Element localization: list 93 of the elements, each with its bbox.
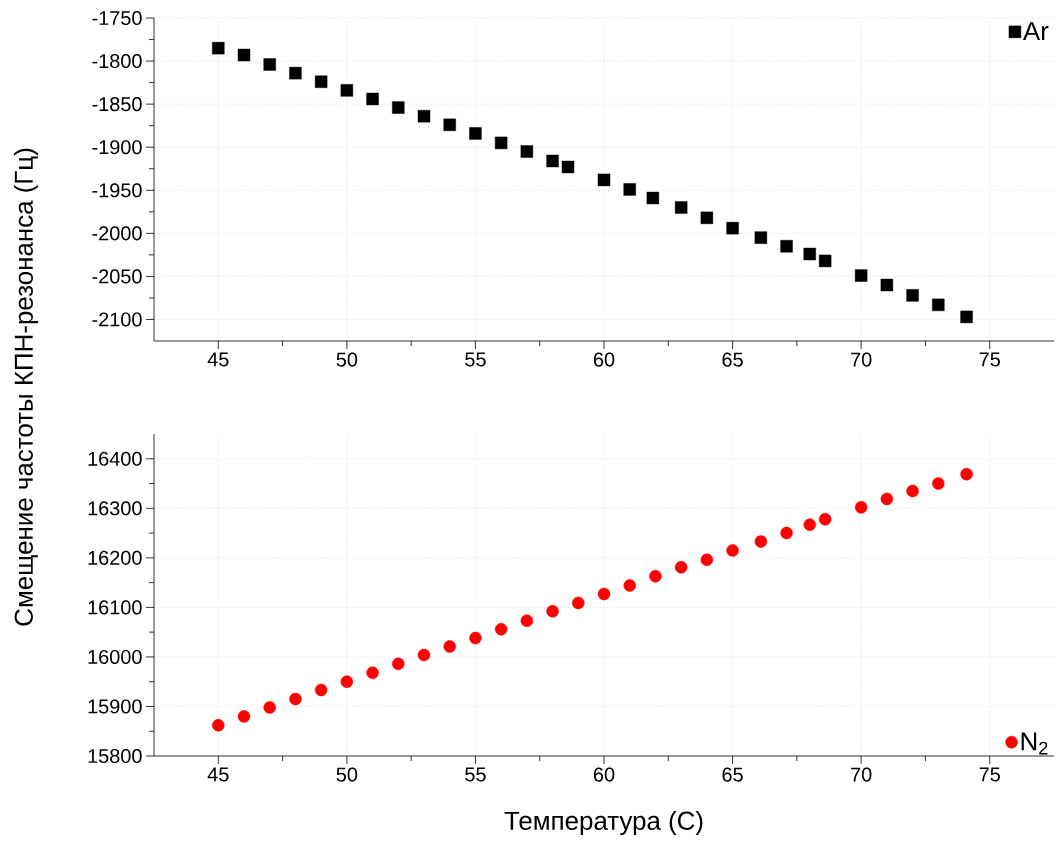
point: [700, 211, 714, 225]
point: [854, 269, 868, 282]
y-tick-label: 16200: [88, 550, 142, 565]
y-tick-label: 16300: [88, 501, 142, 516]
x-tick-label: 50: [336, 352, 358, 367]
point: [469, 631, 482, 645]
point: [263, 701, 276, 714]
point: [803, 247, 816, 261]
y-tick-label: -1950: [92, 183, 142, 198]
x-tick-label: 60: [593, 767, 615, 782]
point: [443, 640, 456, 653]
point: [494, 622, 508, 636]
point: [443, 118, 456, 132]
x-tick-label: 45: [207, 352, 229, 367]
point: [726, 544, 739, 557]
point: [880, 492, 894, 506]
point: [726, 221, 739, 235]
point: [932, 477, 945, 490]
y-tick-label: -1750: [92, 10, 142, 26]
point: [546, 605, 559, 618]
y-tick-label: 15800: [88, 748, 142, 764]
point: [340, 84, 354, 97]
point: [754, 231, 768, 244]
point: [340, 675, 354, 688]
x-tick-label: 75: [979, 352, 1000, 367]
y-tick-label: 15900: [88, 699, 142, 714]
point: [906, 484, 919, 498]
point: [561, 160, 575, 174]
y-tick-label: -2050: [92, 269, 142, 284]
point: [623, 183, 636, 196]
point: [314, 683, 328, 697]
x-axis-title: Температура (С): [504, 810, 703, 836]
y-tick-label: -1900: [92, 140, 142, 155]
point: [623, 579, 636, 592]
point: [212, 41, 225, 55]
point: [854, 501, 868, 514]
point: [597, 587, 611, 601]
point: [880, 278, 894, 292]
point: [237, 48, 251, 62]
point: [674, 561, 688, 574]
point: [754, 535, 768, 548]
x-tick-label: 70: [851, 352, 872, 367]
point: [674, 201, 688, 214]
legend-label: Ar: [1022, 22, 1049, 41]
point: [289, 66, 302, 80]
x-tick-label: 70: [851, 767, 872, 782]
x-tick-label: 65: [722, 352, 743, 367]
point: [597, 173, 611, 187]
y-tick-label: 16000: [88, 649, 142, 664]
point: [263, 58, 276, 71]
point: [932, 298, 945, 312]
point: [469, 127, 482, 140]
point: [392, 101, 405, 114]
point: [417, 110, 431, 123]
point: [649, 569, 662, 583]
point: [960, 467, 973, 481]
point: [572, 596, 585, 610]
y-tick-label: 16100: [88, 600, 142, 615]
point: [960, 310, 973, 324]
point: [818, 254, 832, 268]
point: [212, 719, 225, 732]
y-tick-label: -2000: [92, 226, 142, 241]
y-axis-title: Смещение частоты КПН-резонанса (Гц): [13, 148, 39, 626]
point: [803, 518, 816, 531]
point: [237, 710, 251, 723]
point: [289, 692, 302, 706]
point: [417, 648, 431, 662]
point: [366, 666, 379, 679]
point: [700, 553, 714, 567]
point: [366, 92, 379, 106]
point: [520, 614, 534, 627]
point: [818, 513, 832, 526]
y-tick-label: 16400: [88, 451, 142, 466]
point: [494, 136, 508, 150]
x-tick-label: 45: [207, 767, 229, 782]
point: [392, 657, 405, 671]
x-tick-label: 60: [593, 352, 615, 367]
point: [646, 191, 660, 205]
x-tick-label: 75: [979, 767, 1000, 782]
point: [906, 289, 919, 302]
point: [780, 526, 793, 540]
point: [546, 154, 559, 168]
x-tick-label: 55: [465, 767, 486, 782]
y-tick-label: -1850: [92, 97, 142, 112]
point: [780, 240, 793, 253]
x-tick-label: 55: [465, 352, 486, 367]
y-tick-label: -1800: [92, 54, 142, 69]
x-tick-label: 50: [336, 767, 358, 782]
legend-label: N$_{2}$: [1021, 732, 1048, 755]
point: [314, 75, 328, 88]
y-tick-label: -2100: [92, 312, 142, 327]
point: [520, 145, 534, 158]
x-tick-label: 65: [722, 767, 743, 782]
